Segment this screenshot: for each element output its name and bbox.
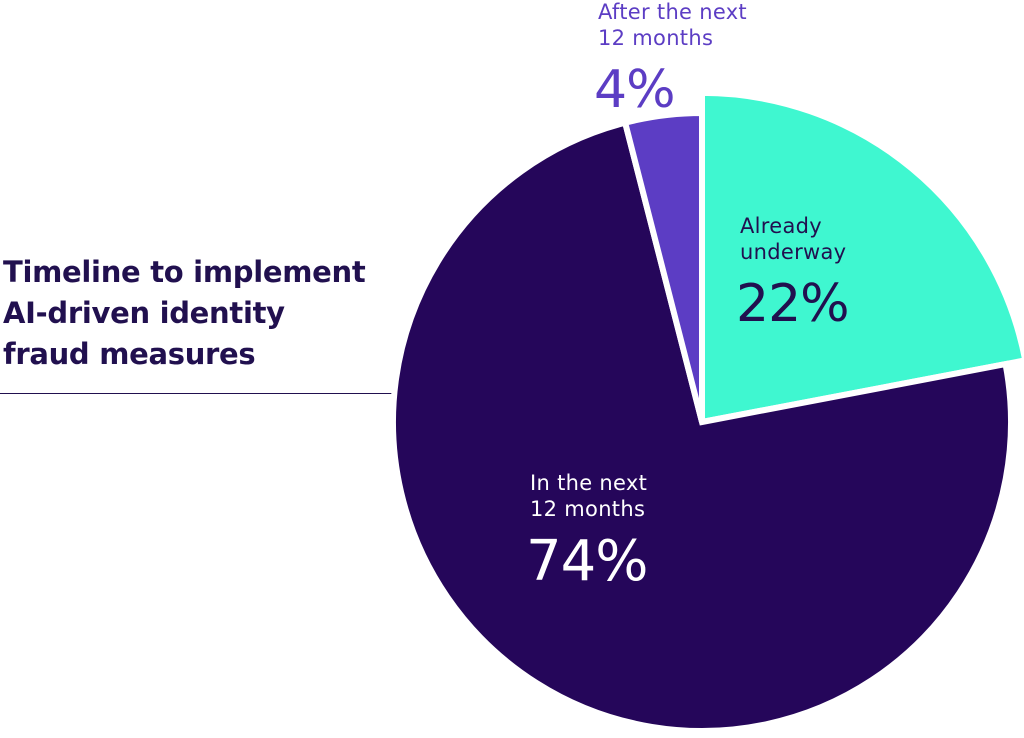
slice-value-label: 4% bbox=[594, 60, 675, 120]
slice-label-line: In the next bbox=[530, 471, 647, 495]
title-divider bbox=[0, 393, 398, 394]
slice-label-line: underway bbox=[740, 240, 846, 264]
slice-label-line: Already bbox=[740, 214, 822, 238]
slice-value-label: 22% bbox=[736, 274, 849, 334]
slice-label-line: 12 months bbox=[530, 497, 645, 521]
chart-title-line-2: AI-driven identity bbox=[3, 296, 285, 330]
chart-title: Timeline to implement AI-driven identity… bbox=[3, 252, 383, 375]
pie-slice-already-underway bbox=[699, 89, 1024, 426]
pie-slice-after-the-next-12-months bbox=[621, 109, 705, 423]
chart-title-line-1: Timeline to implement bbox=[3, 255, 366, 289]
slice-label-line: 12 months bbox=[598, 26, 713, 50]
pie-slice-in-the-next-12-months bbox=[390, 119, 1015, 734]
chart-title-line-3: fraud measures bbox=[3, 337, 256, 371]
slice-value-label: 74% bbox=[526, 529, 647, 594]
slice-label-line: After the next bbox=[598, 0, 747, 24]
